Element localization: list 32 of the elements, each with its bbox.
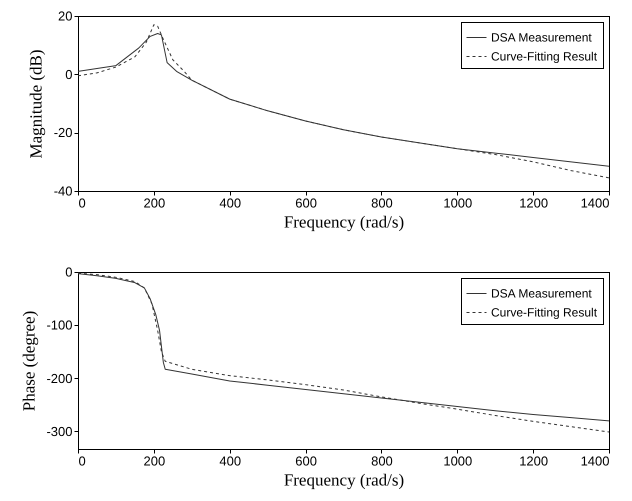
y-tick-label: -200	[46, 370, 72, 386]
legend-label: Curve-Fitting Result	[491, 50, 598, 64]
x-tick-label: 800	[371, 454, 393, 468]
x-tick-label: 1200	[519, 454, 548, 468]
x-tick-label: 0	[78, 454, 86, 468]
y-tick-label: -100	[46, 318, 72, 333]
x-tick-label: 800	[371, 196, 393, 210]
y-tick-label: -40	[54, 184, 72, 198]
x-tick-label: 0	[78, 196, 86, 210]
legend-label: DSA Measurement	[491, 286, 592, 300]
y-tick-label: 0	[65, 66, 72, 82]
x-tick-label: 1400	[580, 196, 610, 210]
x-axis-title: Frequency (rad/s)	[284, 470, 404, 490]
x-tick-label: 1000	[443, 196, 472, 210]
x-tick-label: 400	[219, 196, 242, 210]
x-tick-label: 200	[144, 196, 166, 210]
x-tick-label: 1200	[519, 196, 548, 210]
x-tick-label: 400	[219, 454, 242, 468]
x-tick-label: 200	[144, 454, 166, 468]
x-axis-title: Frequency (rad/s)	[284, 212, 404, 232]
y-tick-label: -20	[54, 125, 72, 140]
x-tick-label: 600	[295, 454, 317, 468]
legend-label: Curve-Fitting Result	[491, 306, 598, 320]
y-axis-title: Phase (degree)	[19, 310, 38, 412]
y-tick-label: 20	[58, 8, 72, 24]
y-tick-label: 0	[65, 264, 72, 280]
legend-label: DSA Measurement	[491, 30, 592, 44]
x-tick-label: 1400	[580, 454, 610, 468]
x-tick-label: 1000	[443, 454, 472, 468]
y-axis-title: Magnitude (dB)	[26, 49, 46, 159]
x-tick-label: 600	[295, 196, 317, 210]
y-tick-label: -300	[46, 424, 72, 439]
